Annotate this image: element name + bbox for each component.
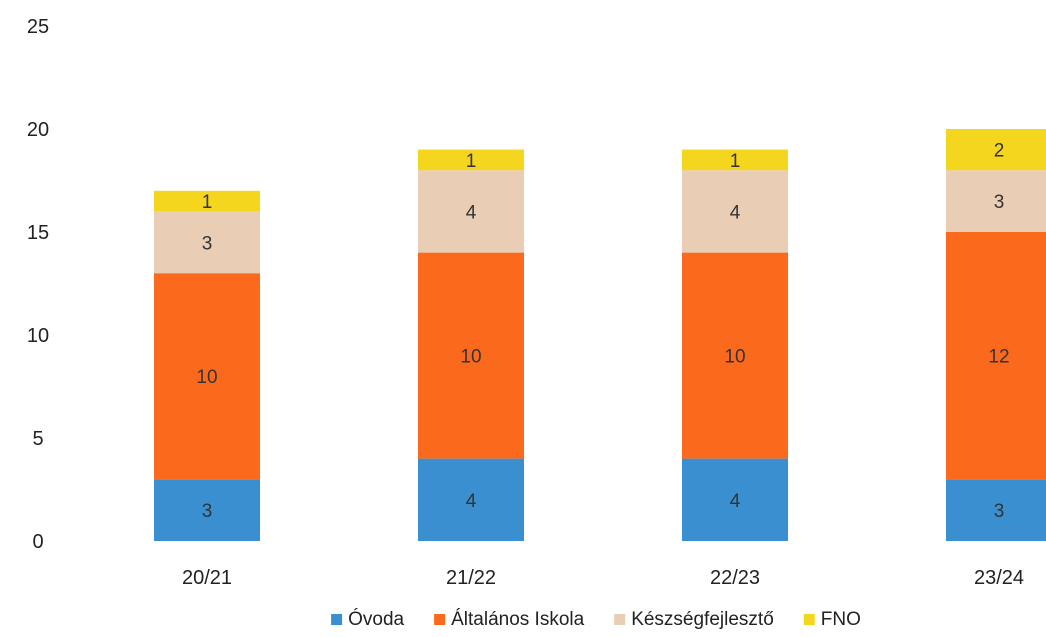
y-tick-label: 5 <box>32 428 43 450</box>
legend-swatch <box>614 614 626 625</box>
bar-stack-20-21: 3 10 3 1 <box>154 190 260 541</box>
bar-segment-keszsegfejleszto <box>946 170 1046 232</box>
bar-stack-21-22: 4 10 4 1 <box>418 149 524 541</box>
x-tick-label: 20/21 <box>182 567 232 589</box>
data-label: 2 <box>994 141 1005 162</box>
data-label: 1 <box>466 151 477 172</box>
y-tick-label: 20 <box>27 119 49 141</box>
y-axis: 0 5 10 15 20 25 <box>27 16 49 553</box>
x-tick-label: 22/23 <box>710 567 760 589</box>
legend-item-ovoda: Óvoda <box>331 608 405 630</box>
bar-segment-fno <box>154 190 260 212</box>
legend-label: Készségfejlesztő <box>631 609 774 630</box>
data-label: 12 <box>988 347 1009 368</box>
legend-label: FNO <box>821 609 861 630</box>
data-label: 1 <box>202 192 213 213</box>
bar-segment-keszsegfejleszto <box>682 170 788 253</box>
legend-swatch <box>331 614 343 625</box>
legend-swatch <box>434 614 446 625</box>
data-label: 3 <box>994 501 1005 522</box>
data-label: 4 <box>466 491 477 512</box>
bar-segment-altalanos-iskola <box>682 252 788 459</box>
bar-segment-ovoda <box>154 479 260 541</box>
legend-swatch <box>803 614 815 625</box>
data-label: 1 <box>730 151 741 172</box>
legend-item-fno: FNO <box>803 609 861 630</box>
data-label: 3 <box>202 233 213 254</box>
data-label: 10 <box>196 367 217 388</box>
y-tick-label: 25 <box>27 16 49 38</box>
x-tick-label: 23/24 <box>974 567 1024 589</box>
bar-segment-altalanos-iskola <box>418 252 524 459</box>
bar-segment-ovoda <box>946 479 1046 541</box>
y-tick-label: 15 <box>27 222 49 244</box>
bar-segment-keszsegfejleszto <box>154 211 260 274</box>
bars: 3 10 3 1 4 10 4 1 4 10 4 1 3 12 3 2 <box>154 129 1046 541</box>
data-label: 10 <box>460 347 481 368</box>
bar-segment-altalanos-iskola <box>154 273 260 480</box>
data-label: 10 <box>724 347 745 368</box>
legend-label: Óvoda <box>348 608 404 630</box>
y-tick-label: 0 <box>32 531 43 553</box>
x-tick-label: 21/22 <box>446 567 496 589</box>
bar-stack-22-23: 4 10 4 1 <box>682 149 788 541</box>
legend-item-altalanos-iskola: Általános Iskola <box>434 609 585 630</box>
bar-segment-fno <box>418 149 524 171</box>
x-axis: 20/21 21/22 22/23 23/24 <box>182 567 1024 589</box>
bar-segment-fno <box>946 129 1046 171</box>
legend-item-keszsegfejleszto: Készségfejlesztő <box>614 609 774 630</box>
y-tick-label: 10 <box>27 325 49 347</box>
bar-segment-ovoda <box>682 458 788 541</box>
data-label: 3 <box>202 501 213 522</box>
bar-segment-ovoda <box>418 458 524 541</box>
bar-segment-keszsegfejleszto <box>418 170 524 253</box>
legend: Óvoda Általános Iskola Készségfejlesztő FNO <box>331 608 861 630</box>
data-label: 4 <box>730 202 741 223</box>
bar-stack-23-24: 3 12 3 2 <box>946 129 1046 541</box>
data-label: 4 <box>466 202 477 223</box>
data-label: 4 <box>730 491 741 512</box>
legend-label: Általános Iskola <box>451 609 585 630</box>
data-label: 3 <box>994 192 1005 213</box>
bar-segment-fno <box>682 149 788 171</box>
bar-segment-altalanos-iskola <box>946 232 1046 480</box>
